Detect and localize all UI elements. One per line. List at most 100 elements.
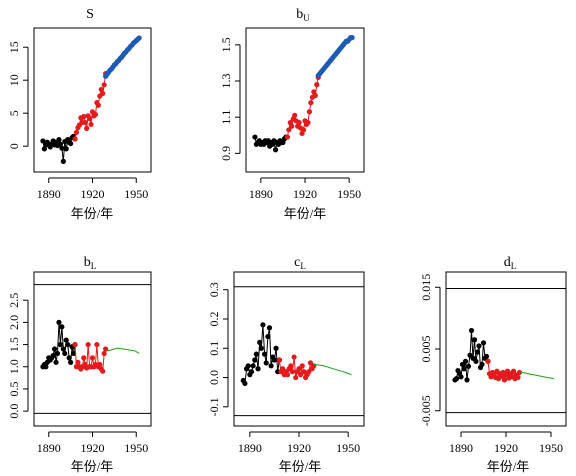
- series-1: [284, 74, 321, 140]
- data-point: [62, 350, 68, 357]
- y-tick-label: 1.5: [219, 37, 233, 52]
- plot-frame: [33, 27, 152, 173]
- data-point: [60, 158, 66, 164]
- data-point: [515, 374, 521, 380]
- data-point: [314, 82, 320, 88]
- y-tick-label: 10: [7, 74, 21, 86]
- data-point: [70, 350, 77, 357]
- data-point: [272, 147, 279, 153]
- chart-panel-S: S 1890 1920 1950 0 5 10 15 年份/年: [7, 7, 152, 221]
- data-point: [103, 346, 109, 352]
- data-point: [260, 322, 266, 328]
- x-axis: 1890 1920 1950: [238, 431, 360, 455]
- data-point: [474, 349, 481, 355]
- series-2: [105, 347, 140, 354]
- x-tick-label: 1920: [81, 441, 105, 455]
- data-point: [253, 351, 259, 357]
- data-point: [458, 374, 464, 380]
- data-point: [311, 363, 317, 369]
- y-tick-label: 2.0: [7, 315, 21, 330]
- y-axis: -0.1 0.0 0.1 0.2 0.3: [207, 282, 229, 416]
- data-point: [60, 346, 66, 352]
- data-point: [286, 127, 292, 133]
- data-point: [516, 369, 523, 376]
- x-tick-label: 1890: [37, 441, 61, 455]
- data-point: [276, 357, 282, 363]
- y-tick-label: 1.0: [7, 359, 21, 374]
- y-tick-label: 5: [7, 110, 21, 116]
- data-point: [273, 345, 279, 351]
- series-0: [40, 133, 78, 164]
- data-point: [72, 341, 78, 348]
- data-point: [245, 363, 251, 369]
- data-point: [41, 146, 47, 152]
- data-point: [81, 113, 87, 120]
- data-point: [92, 111, 99, 118]
- data-point: [86, 115, 93, 122]
- x-axis: 1890 1920 1950: [37, 431, 148, 455]
- series-0: [252, 134, 290, 153]
- data-point: [308, 100, 314, 106]
- x-axis: 1890 1920 1950: [449, 431, 563, 455]
- x-tick-label: 1920: [81, 187, 105, 201]
- data-point: [97, 361, 103, 368]
- data-point: [510, 368, 517, 374]
- data-point: [483, 353, 490, 360]
- data-point: [57, 141, 64, 147]
- chart-title: cL: [294, 255, 306, 271]
- y-tick-label: 0.2: [207, 311, 221, 326]
- y-tick-label: 2.5: [7, 293, 21, 308]
- series-0: [452, 327, 491, 383]
- plot-frame: [33, 271, 152, 427]
- y-tick-label: 0.015: [419, 274, 433, 301]
- data-point: [248, 369, 255, 375]
- data-point: [43, 364, 49, 370]
- data-point: [63, 146, 69, 152]
- data-point: [72, 136, 78, 142]
- x-tick-label: 1890: [449, 441, 473, 455]
- data-point: [59, 145, 65, 151]
- data-point: [284, 134, 290, 140]
- data-point: [468, 327, 475, 334]
- y-tick-label: 0.0: [207, 370, 221, 385]
- data-point: [136, 35, 142, 41]
- series-1: [276, 354, 317, 381]
- y-tick-label: 0.3: [207, 282, 221, 297]
- data-point: [258, 345, 264, 351]
- x-tick-label: 1950: [336, 441, 360, 455]
- series-0: [240, 322, 282, 387]
- data-point: [462, 358, 469, 364]
- data-point: [257, 339, 263, 346]
- data-point: [85, 341, 91, 348]
- chart-title-subscript: L: [511, 261, 517, 271]
- y-tick-label: 1.1: [219, 110, 233, 125]
- plot-frame: [245, 27, 365, 173]
- x-axis-label: 年份/年: [71, 459, 114, 474]
- x-tick-label: 1950: [337, 187, 361, 201]
- y-axis: 0.9 1.1 1.3 1.5: [219, 37, 241, 161]
- data-point: [266, 325, 273, 331]
- data-point: [65, 341, 71, 348]
- y-tick-label: 0.005: [419, 336, 433, 363]
- x-tick-label: 1950: [124, 441, 148, 455]
- data-point: [51, 346, 58, 352]
- x-axis-label: 年份/年: [71, 206, 114, 221]
- y-tick-label: -0.1: [207, 397, 221, 416]
- data-point: [100, 368, 106, 374]
- chart-title-subscript: U: [303, 13, 310, 23]
- data-point: [255, 366, 261, 372]
- data-point: [250, 363, 256, 369]
- data-point: [56, 137, 62, 143]
- data-point: [66, 355, 72, 361]
- chart-panel-dL: dL 1890 1920 1950 -0.005 0.005 0.015 年份/年: [419, 255, 567, 474]
- x-tick-label: 1890: [238, 441, 262, 455]
- data-point: [261, 351, 268, 357]
- data-point: [312, 92, 318, 99]
- data-point: [464, 377, 470, 383]
- data-point: [242, 380, 248, 387]
- x-tick-label: 1950: [539, 441, 563, 455]
- data-point: [461, 366, 467, 372]
- data-point: [100, 90, 106, 96]
- y-axis: 0 5 10 15: [7, 41, 29, 149]
- series-2: [103, 35, 142, 79]
